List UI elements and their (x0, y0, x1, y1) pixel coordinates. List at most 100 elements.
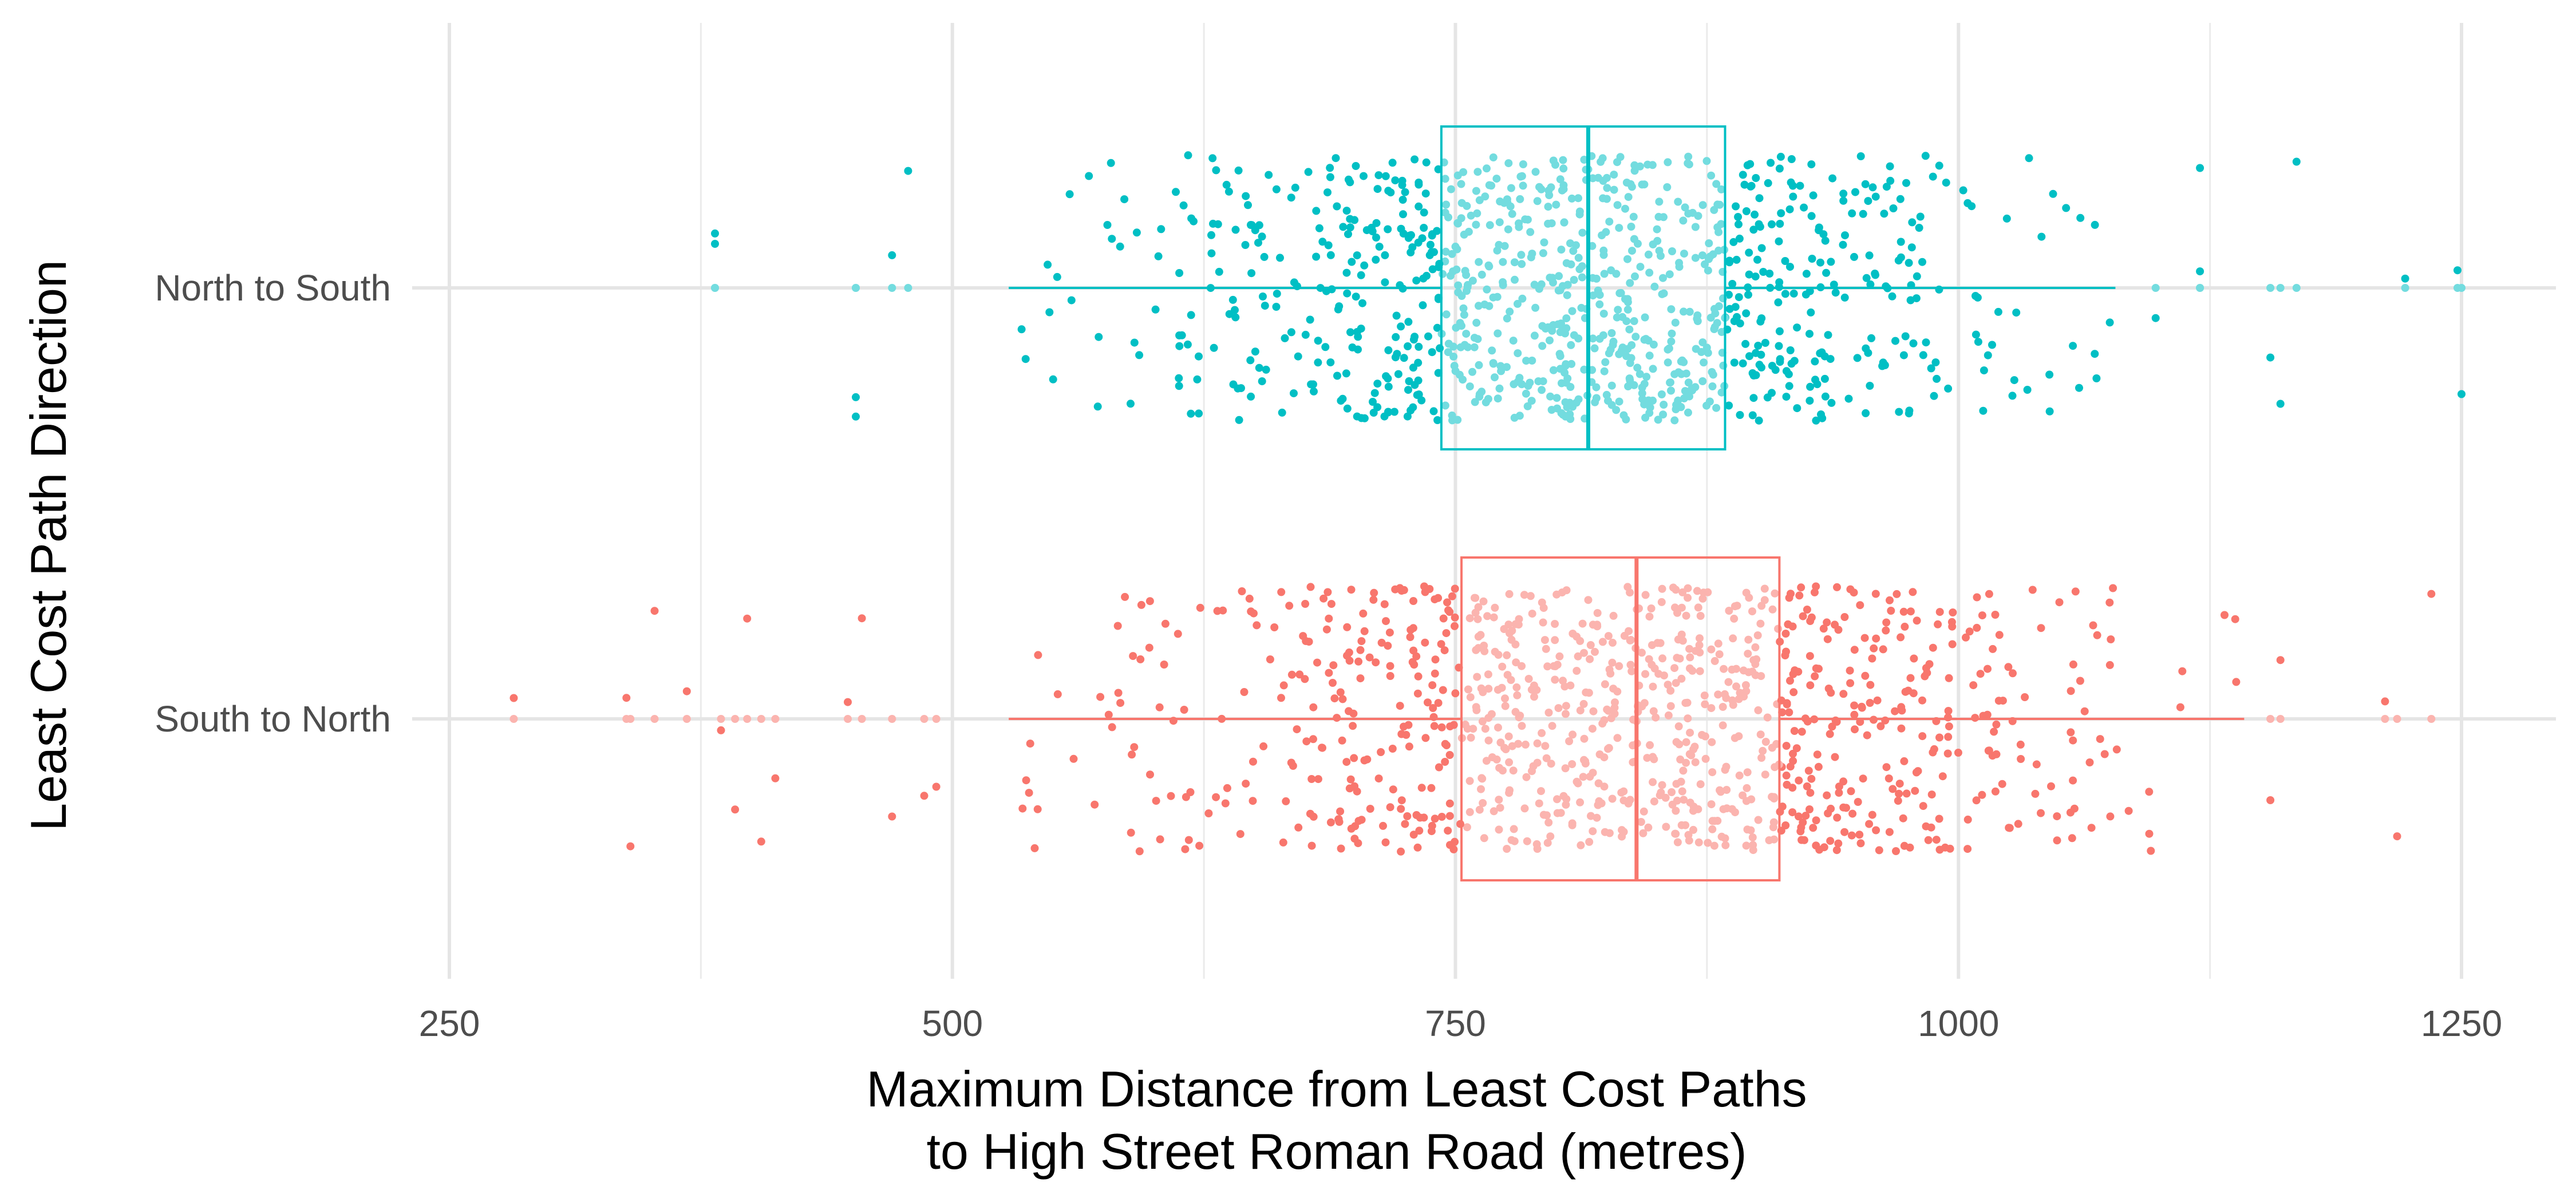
data-point (1411, 333, 1419, 341)
data-point (1891, 707, 1899, 715)
data-point (1421, 638, 1429, 647)
data-point (1696, 780, 1705, 789)
data-point (1566, 681, 1575, 690)
data-point (1641, 591, 1650, 599)
data-point (1347, 824, 1356, 833)
data-point (1805, 330, 1814, 338)
data-point (1721, 841, 1730, 849)
data-point (1053, 690, 1062, 698)
data-point (1630, 317, 1638, 325)
x-axis-title-line-2: to High Street Roman Road (metres) (926, 1123, 1747, 1180)
data-point (1346, 178, 1354, 187)
data-point (1591, 398, 1599, 406)
data-point (1309, 703, 1318, 711)
data-point (1918, 696, 1926, 705)
data-point (1893, 590, 1901, 598)
data-point (1353, 412, 1361, 421)
data-point (920, 792, 929, 800)
outlier-point (932, 715, 941, 723)
data-point (1249, 797, 1257, 805)
data-point (2028, 586, 2037, 594)
data-point (1113, 622, 1122, 630)
data-point (1414, 358, 1423, 367)
data-point (1610, 709, 1619, 718)
data-point (1595, 291, 1604, 299)
data-point (2047, 782, 2055, 790)
data-point (1945, 722, 1953, 731)
data-point (1681, 821, 1690, 829)
data-point (1121, 592, 1129, 601)
data-point (1522, 357, 1531, 365)
data-point (1790, 727, 1799, 735)
data-point (731, 805, 740, 814)
data-point (1114, 689, 1123, 697)
data-point (1091, 800, 1099, 809)
data-point (1526, 378, 1534, 387)
data-point (1899, 351, 1908, 359)
data-point (1512, 658, 1520, 667)
data-point (1606, 669, 1615, 678)
data-point (1897, 633, 1905, 642)
data-point (1491, 373, 1499, 382)
data-point (2427, 590, 2436, 598)
data-point (1739, 171, 1747, 179)
data-point (1897, 703, 1906, 711)
data-point (1022, 776, 1030, 785)
data-point (1388, 159, 1397, 167)
data-point (1660, 213, 1668, 222)
data-point (1680, 796, 1688, 804)
data-point (1806, 789, 1815, 797)
data-point (1509, 766, 1518, 775)
data-point (1670, 664, 1679, 673)
data-point (1579, 699, 1588, 708)
data-point (1765, 836, 1773, 844)
data-point (1175, 269, 1184, 277)
data-point (1259, 292, 1267, 300)
data-point (1461, 267, 1469, 275)
data-point (1944, 713, 1952, 722)
data-point (1129, 652, 1137, 661)
data-point (1741, 681, 1750, 689)
data-point (1598, 638, 1607, 646)
data-point (1093, 402, 1102, 411)
data-point (1751, 210, 1759, 219)
data-point (1348, 343, 1357, 351)
data-point (1873, 696, 1882, 705)
data-point (1437, 813, 1446, 821)
data-point (1906, 674, 1915, 682)
data-point (1729, 634, 1737, 643)
data-point (1615, 350, 1623, 358)
data-point (1851, 725, 1859, 734)
data-point (1030, 844, 1039, 852)
data-point (1490, 613, 1498, 622)
data-point (1899, 814, 1907, 823)
data-point (1650, 797, 1658, 806)
data-point (1576, 636, 1585, 645)
data-point (1473, 615, 1482, 623)
data-point (1771, 589, 1779, 598)
data-point (1624, 193, 1633, 201)
data-point (1911, 786, 1919, 795)
data-point (1945, 674, 1953, 682)
data-point (1658, 654, 1667, 663)
data-point (1672, 679, 1680, 687)
data-point (1865, 820, 1874, 828)
data-point (1850, 588, 1858, 597)
data-point (1449, 353, 1458, 361)
data-point (1522, 389, 1530, 398)
data-point (1360, 261, 1369, 270)
data-point (1397, 796, 1406, 805)
data-point (1415, 342, 1423, 351)
data-point (1905, 409, 1913, 418)
data-point (1474, 603, 1483, 611)
data-point (1649, 396, 1657, 405)
data-point (1973, 623, 1981, 632)
data-point (1666, 378, 1674, 387)
data-point (1650, 664, 1659, 673)
data-point (1682, 611, 1690, 620)
data-point (1398, 196, 1407, 204)
data-point (1196, 603, 1204, 612)
data-point (1684, 159, 1692, 168)
data-point (1329, 661, 1338, 670)
data-point (2093, 631, 2101, 639)
